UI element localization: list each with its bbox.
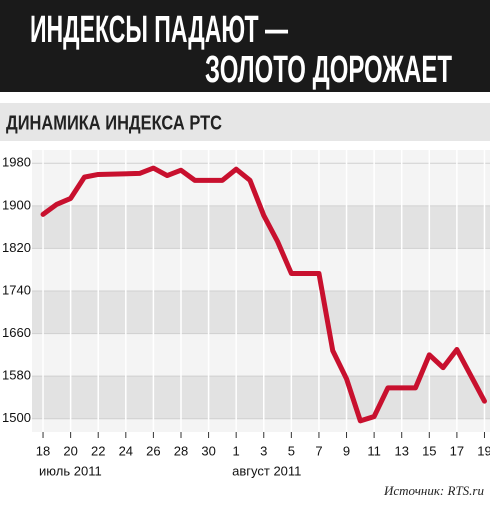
y-tick-label: 1660 — [2, 325, 31, 340]
x-tick-label: 24 — [119, 443, 133, 458]
x-tick-label: 18 — [36, 443, 50, 458]
x-tick-label: 19 — [477, 443, 490, 458]
y-tick-label: 1820 — [2, 240, 31, 255]
y-tick-label: 1740 — [2, 282, 31, 297]
x-tick-label: 26 — [146, 443, 160, 458]
chart-subtitle: ДИНАМИКА ИНДЕКСА РТС — [6, 112, 222, 134]
grid-band — [32, 376, 490, 419]
x-tick-label: 28 — [174, 443, 188, 458]
x-tick-label: 17 — [450, 443, 464, 458]
x-tick-label: 1 — [233, 443, 240, 458]
x-tick-label: 3 — [260, 443, 267, 458]
x-group-label: август 2011 — [232, 463, 301, 478]
header-band — [0, 0, 490, 92]
subtitle-band — [0, 103, 490, 141]
source: Источник: RTS.ru — [383, 483, 485, 498]
y-tick-label: 1580 — [2, 368, 31, 383]
x-tick-label: 9 — [343, 443, 350, 458]
x-tick-label: 7 — [315, 443, 322, 458]
x-tick-label: 5 — [288, 443, 295, 458]
y-tick-label: 1500 — [2, 410, 31, 425]
x-tick-label: 15 — [422, 443, 436, 458]
x-tick-label: 20 — [63, 443, 77, 458]
x-group-label: июль 2011 — [39, 463, 102, 478]
chart-title: ИНДЕКСЫ ПАДАЮТ — — [30, 9, 288, 51]
line-series — [40, 165, 487, 424]
x-tick-label: 30 — [201, 443, 215, 458]
chart-title: ЗОЛОТО ДОРОЖАЕТ — [205, 49, 452, 91]
grid-band — [32, 291, 490, 334]
x-tick-label: 11 — [367, 443, 381, 458]
x-tick-label: 13 — [394, 443, 408, 458]
x-tick-label: 22 — [91, 443, 105, 458]
y-tick-label: 1900 — [2, 197, 31, 212]
y-tick-label: 1980 — [2, 155, 31, 170]
